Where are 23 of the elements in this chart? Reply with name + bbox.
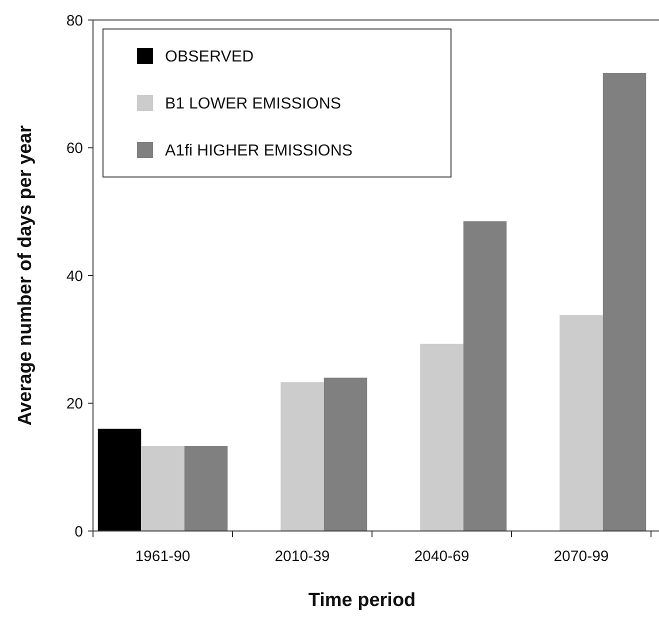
y-tick-label: 80 [66, 12, 83, 30]
legend-label: B1 LOWER EMISSIONS [165, 96, 342, 113]
bar [602, 73, 646, 531]
x-tick-label: 2070-99 [554, 548, 609, 565]
bar [420, 344, 464, 531]
legend-label: A1fi HIGHER EMISSIONS [165, 142, 353, 160]
bar [98, 428, 142, 531]
bar [463, 221, 507, 531]
y-tick-label: 60 [66, 140, 83, 157]
bar [280, 382, 324, 531]
x-tick-label: 1961-90 [135, 548, 190, 565]
y-axis-title: Average number of days per year [15, 124, 36, 426]
x-tick-label: 2040-69 [414, 548, 470, 565]
y-tick-label: 40 [66, 268, 83, 285]
bar [560, 315, 603, 531]
y-tick-label: 20 [66, 396, 83, 412]
bar [324, 378, 368, 531]
x-tick-label: 2010-39 [274, 548, 330, 565]
y-tick-label: 0 [74, 523, 83, 540]
x-axis-title: Time period [308, 590, 416, 611]
bar [184, 446, 228, 531]
bar [141, 446, 184, 531]
legend-label: OBSERVED [165, 48, 254, 66]
